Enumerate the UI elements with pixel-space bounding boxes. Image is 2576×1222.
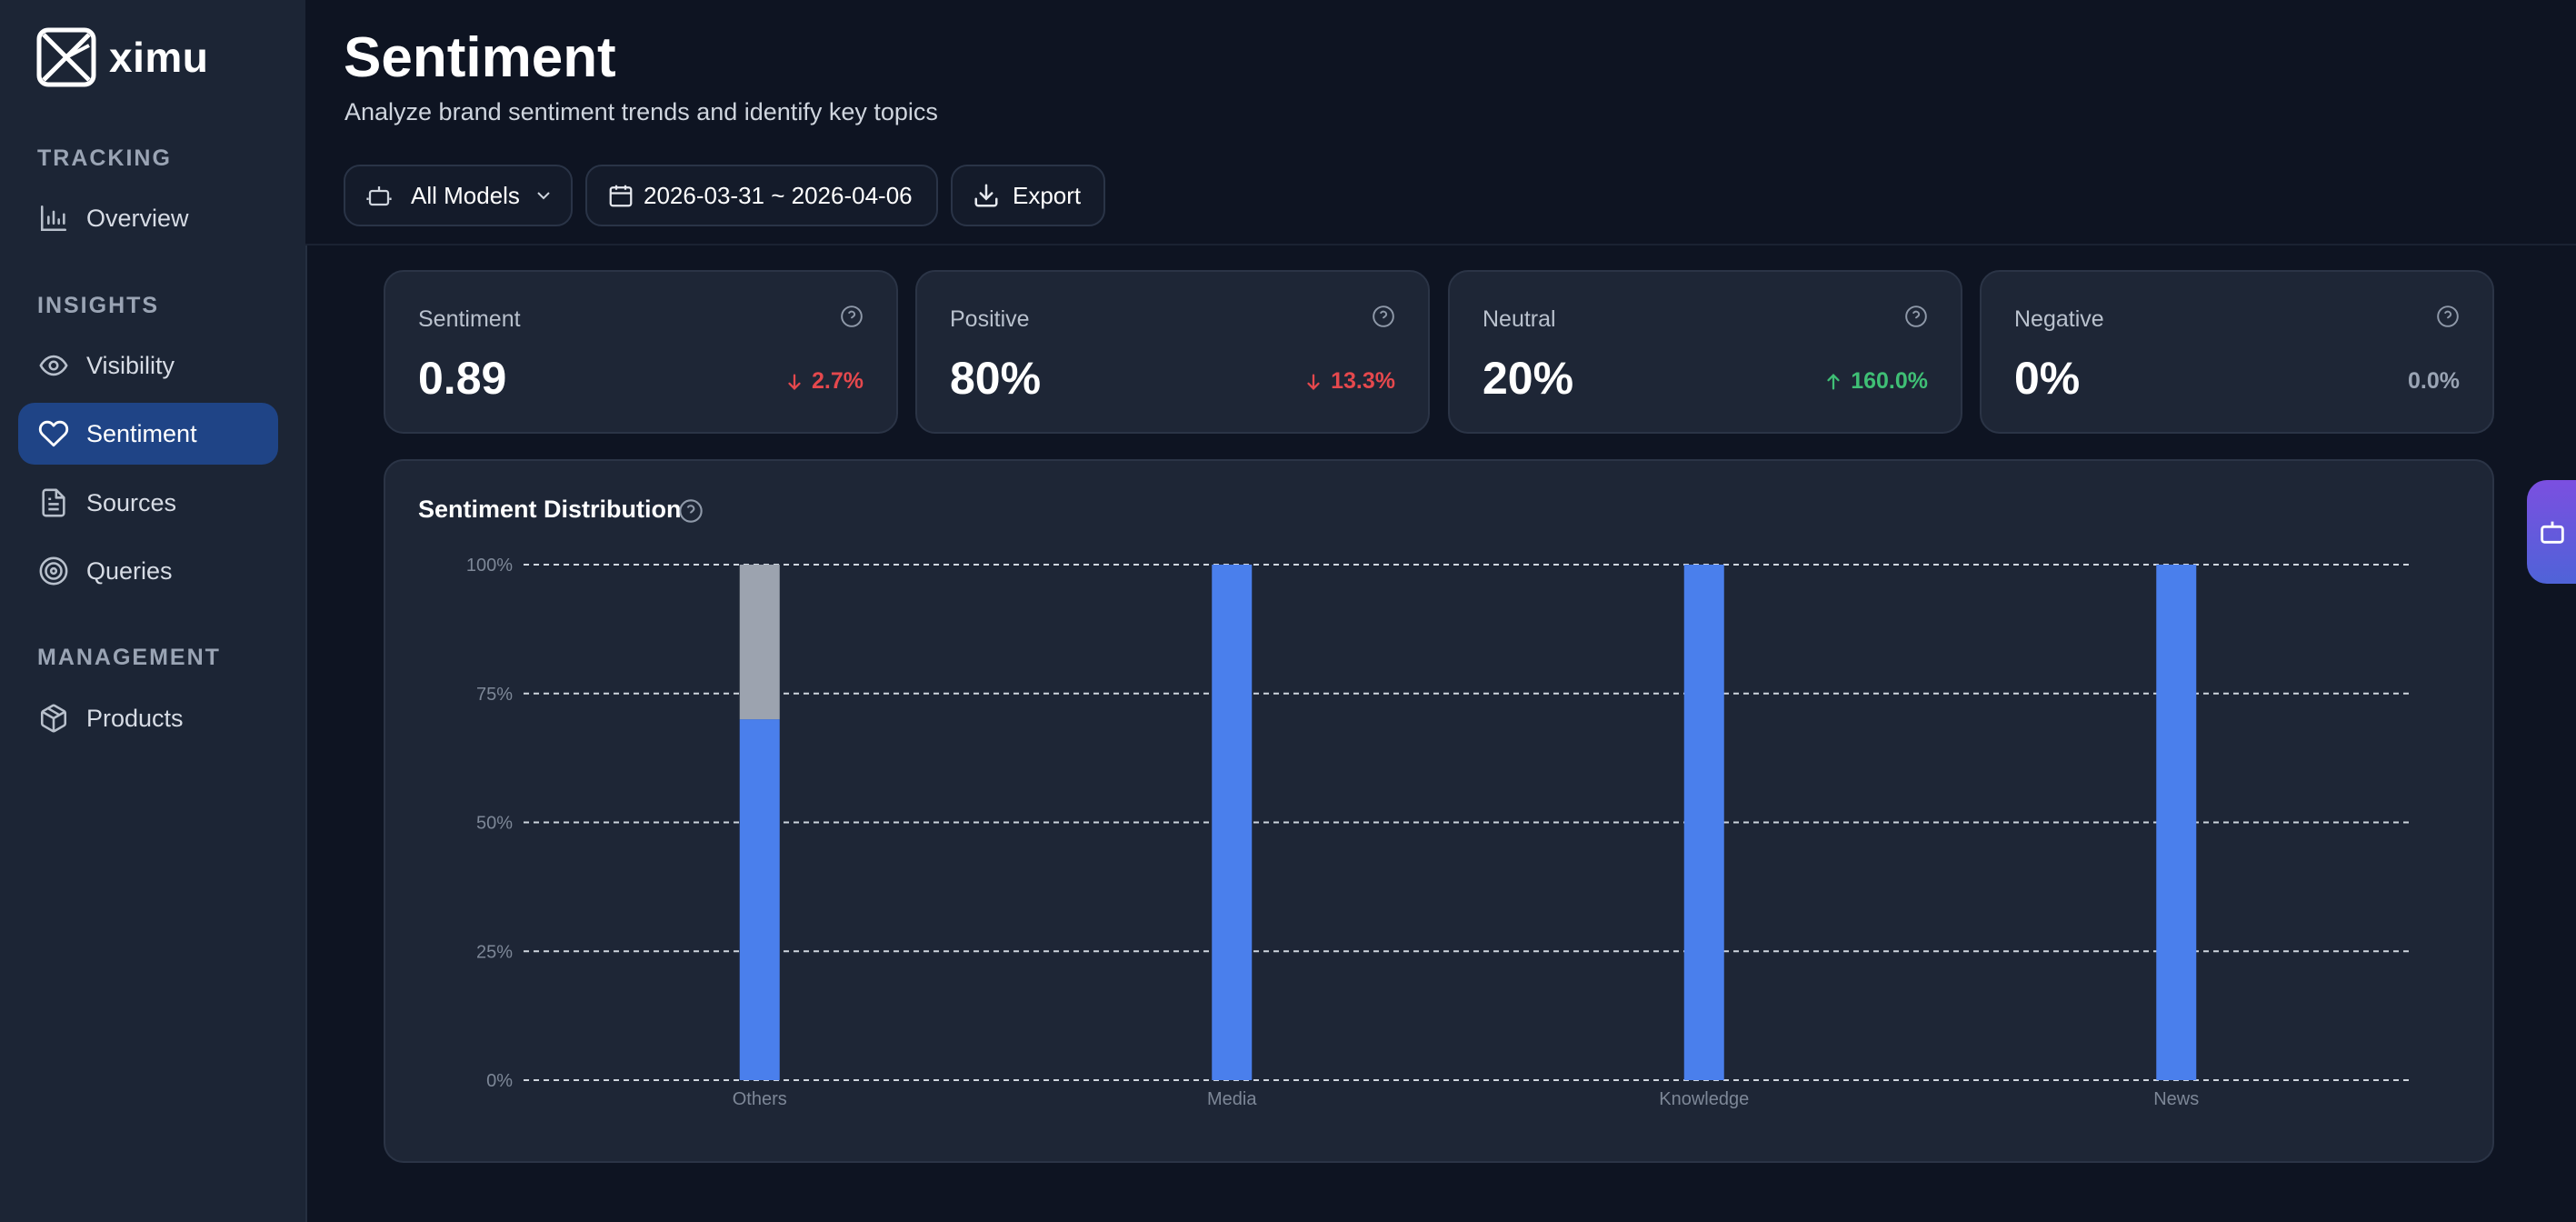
- y-tick-label: 0%: [486, 1071, 513, 1091]
- model-select[interactable]: All Models: [344, 165, 573, 226]
- stat-delta: 0.0%: [2408, 368, 2460, 395]
- section-label-insights: INSIGHTS: [37, 293, 160, 318]
- stat-card-neutral: Neutral 20% 160.0%: [1448, 270, 1962, 434]
- stat-delta-value: 0.0%: [2408, 368, 2460, 394]
- bar-chart-icon: [37, 202, 70, 235]
- bar-neutral-others[interactable]: [739, 565, 780, 720]
- page-subtitle: Analyze brand sentiment trends and ident…: [344, 98, 938, 125]
- sidebar-item-queries[interactable]: Queries: [18, 540, 278, 602]
- x-tick-label: Media: [1207, 1089, 1257, 1109]
- stat-label: Negative: [2014, 306, 2104, 332]
- x-tick-label: Knowledge: [1659, 1089, 1749, 1109]
- robot-icon: [2541, 521, 2564, 544]
- date-range-value: 2026-03-31 ~ 2026-04-06: [644, 181, 913, 209]
- section-label-tracking: TRACKING: [37, 145, 172, 171]
- y-tick-label: 50%: [476, 814, 513, 834]
- stat-value: 80%: [950, 353, 1042, 404]
- sidebar: ximu TRACKING Overview INSIGHTS Visibili…: [0, 0, 307, 1222]
- help-icon[interactable]: [678, 498, 704, 524]
- sidebar-item-sources[interactable]: Sources: [18, 472, 278, 534]
- package-icon: [37, 702, 70, 735]
- help-icon[interactable]: [1372, 305, 1395, 328]
- stat-card-positive: Positive 80% 13.3%: [915, 270, 1430, 434]
- logo-icon: [36, 27, 96, 87]
- brand-logo[interactable]: ximu: [36, 27, 208, 87]
- date-range-picker[interactable]: 2026-03-31 ~ 2026-04-06: [585, 165, 938, 226]
- stat-delta-value: 2.7%: [812, 368, 864, 394]
- stat-label: Neutral: [1483, 306, 1556, 332]
- sidebar-item-label: Sources: [86, 488, 177, 516]
- calendar-icon: [609, 185, 633, 207]
- x-tick-label: Others: [733, 1089, 787, 1109]
- bar-positive-knowledge[interactable]: [1683, 565, 1724, 1080]
- stat-value: 0%: [2014, 353, 2081, 404]
- stat-delta: 160.0%: [1823, 368, 1928, 395]
- sidebar-item-overview[interactable]: Overview: [18, 187, 278, 249]
- bar-positive-others[interactable]: [739, 719, 780, 1080]
- stat-label: Sentiment: [418, 306, 521, 332]
- y-tick-label: 75%: [476, 685, 513, 705]
- export-label: Export: [1013, 181, 1082, 209]
- assistant-launcher[interactable]: [2527, 480, 2576, 584]
- help-icon[interactable]: [840, 305, 864, 328]
- sidebar-item-label: Queries: [86, 556, 173, 585]
- chevron-down-icon: [537, 192, 550, 200]
- stat-delta-value: 13.3%: [1331, 368, 1395, 394]
- target-icon: [37, 555, 70, 587]
- eye-icon: [37, 349, 70, 382]
- stat-card-sentiment: Sentiment 0.89 2.7%: [384, 270, 898, 434]
- page-title: Sentiment: [344, 26, 616, 89]
- document-icon: [37, 486, 70, 519]
- sidebar-item-label: Overview: [86, 204, 189, 232]
- stat-delta: 13.3%: [1303, 368, 1395, 395]
- sentiment-distribution-card: Sentiment Distribution 0% 25% 50% 75% 100% Ot…: [384, 459, 2494, 1163]
- page-header: Sentiment Analyze brand sentiment trends…: [305, 0, 2576, 245]
- sidebar-item-label: Sentiment: [86, 419, 197, 447]
- stat-card-negative: Negative 0% 0.0%: [1980, 270, 2494, 434]
- download-icon: [974, 184, 998, 207]
- sentiment-distribution-chart: 0% 25% 50% 75% 100% Others Media Knowledge News: [466, 556, 2412, 1109]
- arrow-down-icon: [1307, 374, 1320, 390]
- help-icon[interactable]: [2436, 305, 2460, 328]
- y-tick-label: 25%: [476, 942, 513, 962]
- brand-name: ximu: [109, 34, 209, 81]
- stat-value: 0.89: [418, 353, 507, 404]
- robot-icon: [366, 186, 392, 206]
- stat-label: Positive: [950, 306, 1030, 332]
- y-tick-label: 100%: [466, 556, 513, 576]
- arrow-up-icon: [1827, 373, 1840, 389]
- arrow-down-icon: [788, 374, 801, 390]
- bar-positive-media[interactable]: [1212, 565, 1253, 1080]
- help-icon[interactable]: [1904, 305, 1928, 328]
- chart-title: Sentiment Distribution: [418, 496, 682, 523]
- x-tick-label: News: [2153, 1089, 2199, 1109]
- export-button[interactable]: Export: [951, 165, 1105, 226]
- bar-positive-news[interactable]: [2156, 565, 2197, 1080]
- heart-icon: [37, 417, 70, 450]
- stat-value: 20%: [1483, 353, 1574, 404]
- sidebar-item-products[interactable]: Products: [18, 687, 278, 749]
- sidebar-item-label: Visibility: [86, 351, 175, 379]
- sidebar-item-visibility[interactable]: Visibility: [18, 335, 278, 396]
- stat-delta-value: 160.0%: [1851, 368, 1928, 394]
- stat-delta: 2.7%: [784, 368, 864, 395]
- section-label-management: MANAGEMENT: [37, 645, 221, 670]
- model-select-value: All Models: [411, 181, 520, 209]
- sidebar-item-sentiment[interactable]: Sentiment: [18, 403, 278, 465]
- sidebar-item-label: Products: [86, 704, 184, 732]
